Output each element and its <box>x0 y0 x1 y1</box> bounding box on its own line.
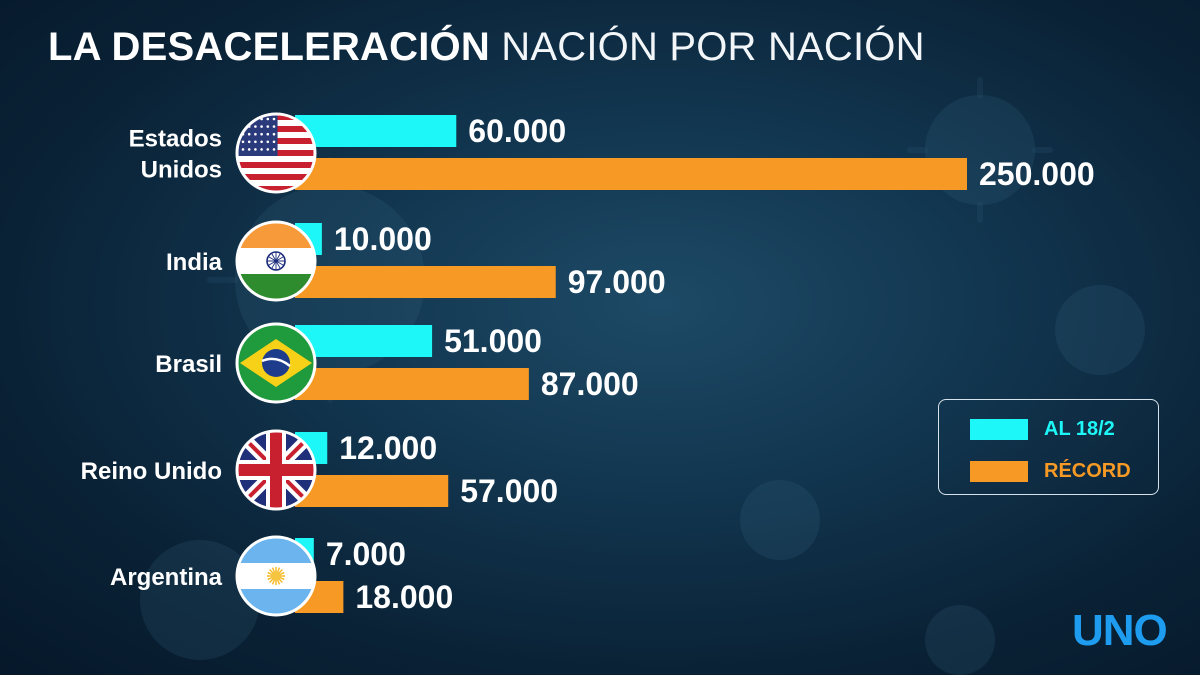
country-label-estados-unidos: Unidos <box>141 157 222 184</box>
uk-flag-icon <box>237 431 315 509</box>
flag-ring <box>235 112 317 194</box>
value-label-al-18-2-estados-unidos: 60.000 <box>468 113 566 149</box>
country-label-reino-unido: Reino Unido <box>81 458 222 485</box>
legend-swatch-orange <box>970 461 1028 482</box>
value-label-record-reino-unido: 57.000 <box>460 473 558 509</box>
value-label-record-estados-unidos: 250.000 <box>979 156 1095 192</box>
legend: AL 18/2 RÉCORD <box>938 399 1159 495</box>
country-label-argentina: Argentina <box>110 564 223 591</box>
flag-ring <box>235 429 317 511</box>
india-flag-icon <box>237 222 315 300</box>
bar-al-18-2-brasil <box>295 325 433 357</box>
bar-record-reino-unido <box>295 475 449 507</box>
legend-label-record: RÉCORD <box>1044 460 1131 482</box>
bar-record-estados-unidos <box>295 158 967 190</box>
value-label-al-18-2-reino-unido: 12.000 <box>339 430 437 466</box>
value-label-record-brasil: 87.000 <box>541 366 639 402</box>
country-label-brasil: Brasil <box>155 351 222 378</box>
country-label-india: India <box>166 249 223 276</box>
usa-flag-icon <box>237 114 315 192</box>
value-label-al-18-2-argentina: 7.000 <box>326 536 406 572</box>
title-bold: LA DESACELERACIÓN <box>48 25 490 69</box>
chart-title: LA DESACELERACIÓN NACIÓN POR NACIÓN <box>48 24 925 70</box>
bar-al-18-2-estados-unidos <box>295 115 457 147</box>
legend-label-al-18-2: AL 18/2 <box>1044 418 1115 440</box>
value-label-al-18-2-brasil: 51.000 <box>444 323 542 359</box>
legend-item-al-18-2: AL 18/2 <box>970 418 1115 441</box>
value-label-al-18-2-india: 10.000 <box>334 221 432 257</box>
legend-swatch-cyan <box>970 419 1028 440</box>
flag-ring <box>235 322 317 404</box>
bar-record-brasil <box>295 368 529 400</box>
flag-ring <box>235 220 317 302</box>
brazil-flag-icon <box>237 324 315 402</box>
title-light: NACIÓN POR NACIÓN <box>501 25 925 69</box>
value-label-record-india: 97.000 <box>568 264 666 300</box>
uno-logo: UNO <box>1072 606 1168 655</box>
country-label-estados-unidos: Estados <box>129 126 222 153</box>
legend-item-record: RÉCORD <box>970 460 1131 483</box>
bar-record-india <box>295 266 556 298</box>
flag-ring <box>235 535 317 617</box>
value-label-record-argentina: 18.000 <box>355 579 453 615</box>
